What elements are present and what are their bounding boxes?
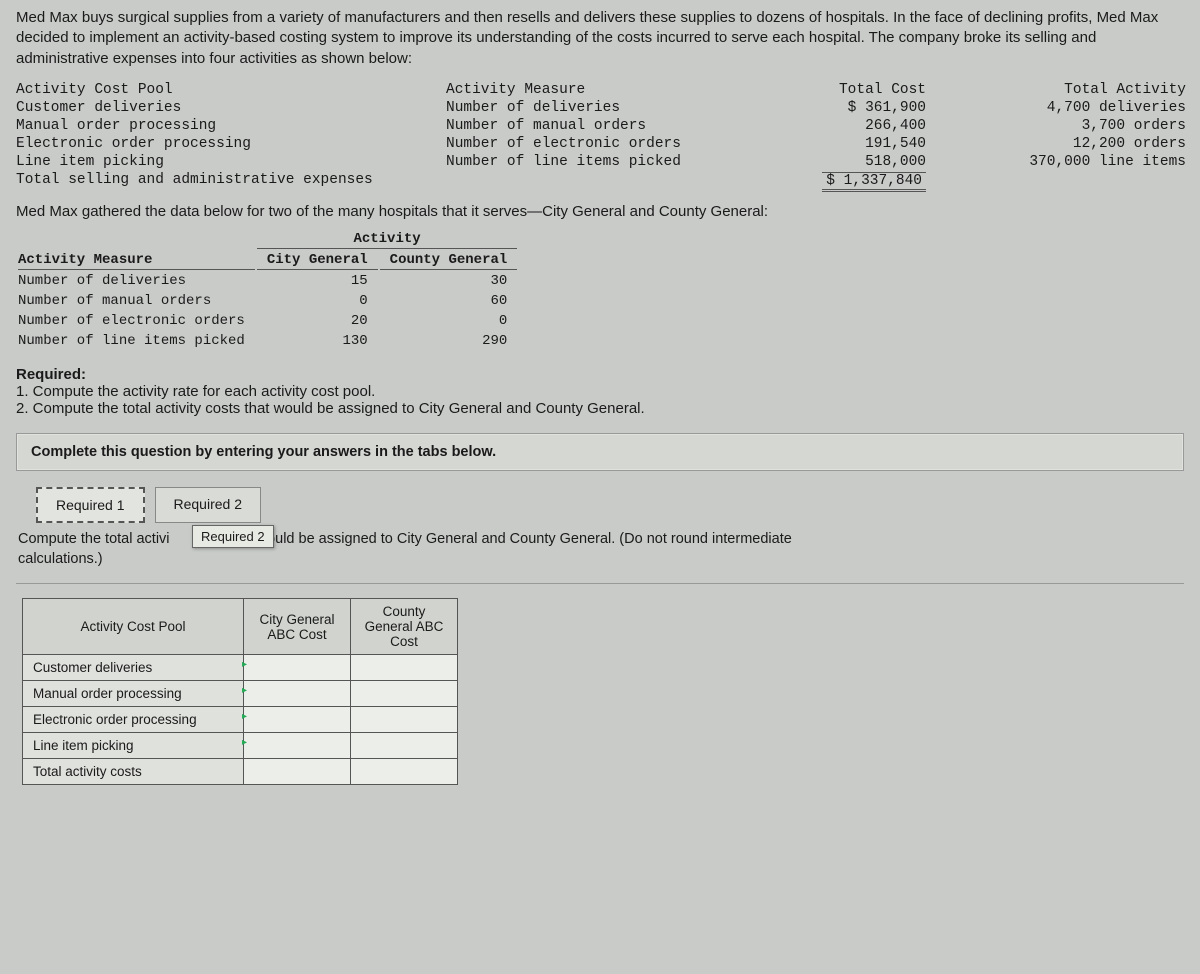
pool-total-blank2 [926,171,1186,193]
pool-r3c4: 12,200 orders [926,135,1186,153]
activity-data-table: Activity Activity Measure City General C… [16,228,519,352]
tooltip-required-2: Required 2 [192,525,274,548]
act-top-header: Activity [257,230,517,249]
act-r2c0: Number of manual orders [18,292,255,310]
ans-r1-county[interactable] [351,655,458,681]
pool-total-blank [446,171,746,193]
pool-r2c3: 266,400 [746,117,926,135]
act-r4c1: 130 [257,332,378,350]
tabs-container: Required 1 Required 2 [36,487,1184,523]
instr-part-a: Compute the total activi [18,531,170,547]
ans-r1-city[interactable]: ▸ [244,655,351,681]
ans-r2-label: Manual order processing [23,681,244,707]
pool-r2c2: Number of manual orders [446,117,746,135]
ans-r3-label: Electronic order processing [23,707,244,733]
pool-header-4: Total Activity [926,81,1186,99]
ans-r3-county[interactable] [351,707,458,733]
act-r3c1: 20 [257,312,378,330]
answer-table: Activity Cost Pool City General ABC Cost… [22,598,458,785]
pool-r3c1: Electronic order processing [16,135,446,153]
ans-h1: Activity Cost Pool [23,599,244,655]
tick-icon: ▸ [242,659,247,670]
act-r1c1: 15 [257,272,378,290]
pool-total-cell: $ 1,337,840 [746,171,926,193]
pool-header-1: Activity Cost Pool [16,81,446,99]
intro-paragraph: Med Max buys surgical supplies from a va… [16,8,1184,69]
pool-r1c4: 4,700 deliveries [926,99,1186,117]
act-r2c2: 60 [380,292,518,310]
pool-r4c4: 370,000 line items [926,153,1186,171]
instr-part-c: calculations.) [18,551,103,567]
ans-h3: County General ABC Cost [351,599,458,655]
pool-r2c4: 3,700 orders [926,117,1186,135]
act-col1: City General [257,251,378,270]
ans-r2-city[interactable]: ▸ [244,681,351,707]
tab-required-2[interactable]: Required 2 [155,487,262,523]
act-r4c0: Number of line items picked [18,332,255,350]
required-title: Required: [16,366,86,383]
pool-r3c2: Number of electronic orders [446,135,746,153]
required-1: 1. Compute the activity rate for each ac… [16,383,375,400]
divider [16,583,1184,584]
ans-r5-city[interactable] [244,759,351,785]
ans-r5-label: Total activity costs [23,759,244,785]
act-r2c1: 0 [257,292,378,310]
ans-r2-county[interactable] [351,681,458,707]
instr-part-b: t would be assigned to City General and … [249,531,792,547]
act-r4c2: 290 [380,332,518,350]
ans-r5-county[interactable] [351,759,458,785]
act-r3c2: 0 [380,312,518,330]
tooltip-wrap: Compute the total activiRequired 2 t wou… [16,529,1184,570]
pool-r4c3: 518,000 [746,153,926,171]
pool-r1c2: Number of deliveries [446,99,746,117]
act-col0: Activity Measure [18,251,255,270]
required-section: Required: 1. Compute the activity rate f… [16,366,1184,417]
ans-r4-county[interactable] [351,733,458,759]
ans-r4-label: Line item picking [23,733,244,759]
pool-r1c3: $ 361,900 [746,99,926,117]
mid-text: Med Max gathered the data below for two … [16,203,1184,220]
required-2: 2. Compute the total activity costs that… [16,400,645,417]
pool-r4c2: Number of line items picked [446,153,746,171]
pool-total-value: $ 1,337,840 [822,172,926,192]
complete-instruction-box: Complete this question by entering your … [16,433,1184,471]
tick-icon: ▸ [242,737,247,748]
pool-r3c3: 191,540 [746,135,926,153]
cost-pool-table: Activity Cost Pool Activity Measure Tota… [16,81,1184,193]
pool-r1c1: Customer deliveries [16,99,446,117]
pool-total-label: Total selling and administrative expense… [16,171,446,193]
act-r1c0: Number of deliveries [18,272,255,290]
act-col2: County General [380,251,518,270]
ans-r3-city[interactable]: ▸ [244,707,351,733]
pool-header-3: Total Cost [746,81,926,99]
act-r1c2: 30 [380,272,518,290]
ans-r1-label: Customer deliveries [23,655,244,681]
pool-r2c1: Manual order processing [16,117,446,135]
ans-h2: City General ABC Cost [244,599,351,655]
pool-header-2: Activity Measure [446,81,746,99]
act-r3c0: Number of electronic orders [18,312,255,330]
ans-r4-city[interactable]: ▸ [244,733,351,759]
tab-required-1[interactable]: Required 1 [36,487,145,523]
tick-icon: ▸ [242,685,247,696]
pool-r4c1: Line item picking [16,153,446,171]
tick-icon: ▸ [242,711,247,722]
